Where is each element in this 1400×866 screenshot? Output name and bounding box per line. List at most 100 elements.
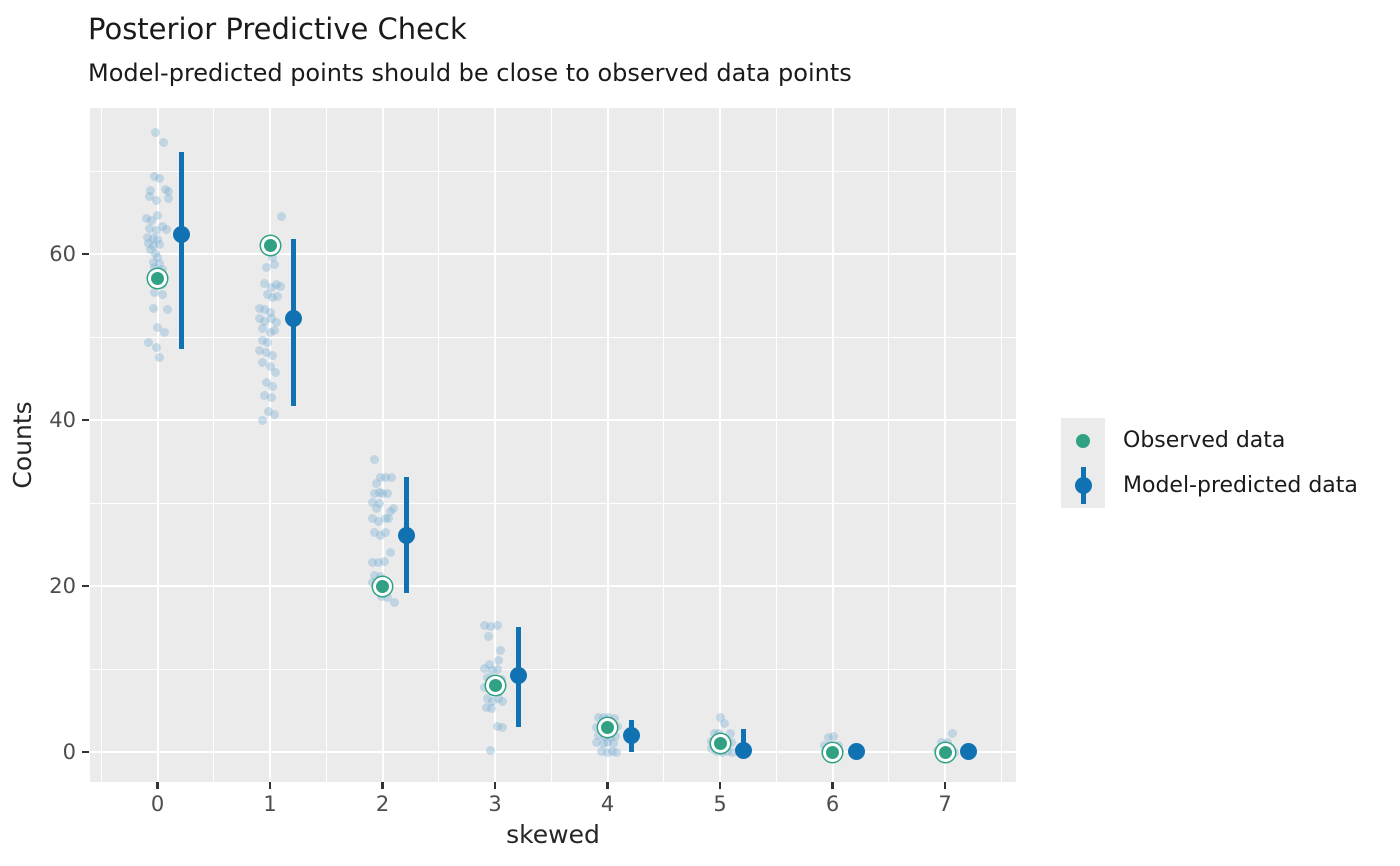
posterior-draw-point xyxy=(372,478,382,488)
posterior-draw-point xyxy=(483,632,493,642)
posterior-draw-point xyxy=(821,746,831,756)
posterior-draw-point xyxy=(150,248,160,258)
predicted-interval-bar xyxy=(178,151,184,349)
y-axis-tick xyxy=(82,252,89,256)
posterior-draw-point xyxy=(725,728,735,738)
posterior-draw-point xyxy=(486,674,496,684)
posterior-draw-point xyxy=(267,382,277,392)
posterior-draw-point xyxy=(481,702,491,712)
posterior-draw-point xyxy=(151,342,161,352)
posterior-draw-point xyxy=(270,409,280,419)
posterior-draw-point xyxy=(495,687,505,697)
posterior-draw-point xyxy=(148,304,158,314)
observed-data-point xyxy=(713,737,727,751)
posterior-draw-point xyxy=(259,278,269,288)
posterior-draw-point xyxy=(153,323,162,333)
x-major-gridline xyxy=(606,108,609,782)
posterior-draw-point xyxy=(262,378,272,388)
posterior-draw-point xyxy=(715,712,725,722)
chart-title: Posterior Predictive Check xyxy=(88,12,467,46)
posterior-draw-point xyxy=(266,393,276,403)
posterior-draw-point xyxy=(155,258,165,268)
posterior-draw-point xyxy=(265,307,275,317)
posterior-draw-point xyxy=(613,721,623,731)
x-tick-label: 1 xyxy=(263,792,277,816)
posterior-draw-point xyxy=(370,528,380,538)
x-minor-gridline xyxy=(100,108,102,782)
x-minor-gridline xyxy=(888,108,890,782)
predicted-data-point xyxy=(622,727,640,745)
x-axis-title: skewed xyxy=(506,820,600,849)
x-minor-gridline xyxy=(663,108,665,782)
legend-label-observed: Observed data xyxy=(1123,428,1286,453)
posterior-draw-point xyxy=(497,674,507,684)
y-tick-label: 20 xyxy=(49,574,76,599)
posterior-draw-point xyxy=(709,728,719,738)
predicted-data-point xyxy=(735,741,753,759)
posterior-draw-point xyxy=(259,305,269,315)
observed-data-point xyxy=(151,272,164,286)
x-tick-label: 6 xyxy=(825,792,840,816)
posterior-draw-point xyxy=(492,665,502,675)
posterior-draw-point xyxy=(829,731,839,741)
x-axis-tick xyxy=(606,782,609,789)
posterior-draw-point xyxy=(141,213,151,223)
y-tick-label: 0 xyxy=(62,740,76,765)
x-minor-gridline xyxy=(1000,108,1002,782)
x-major-gridline xyxy=(831,108,834,782)
posterior-draw-point xyxy=(148,241,158,251)
posterior-draw-point xyxy=(271,368,281,378)
posterior-draw-point xyxy=(153,252,162,262)
plot-panel xyxy=(90,108,1016,782)
x-axis-tick xyxy=(493,782,497,789)
posterior-draw-point xyxy=(726,737,736,747)
posterior-draw-point xyxy=(492,721,502,731)
x-minor-gridline xyxy=(775,108,777,782)
x-tick-label: 5 xyxy=(713,792,727,816)
posterior-draw-point xyxy=(375,530,385,540)
posterior-draw-point xyxy=(144,338,153,348)
x-major-gridline xyxy=(494,108,497,782)
y-axis-tick xyxy=(82,418,89,422)
posterior-draw-point xyxy=(146,245,156,255)
posterior-draw-point xyxy=(714,729,724,739)
posterior-draw-point xyxy=(265,361,275,371)
y-major-gridline xyxy=(90,419,1016,422)
observed-data-point xyxy=(263,239,277,253)
posterior-draw-point xyxy=(833,740,843,750)
posterior-draw-point xyxy=(255,313,265,323)
posterior-draw-point xyxy=(594,712,604,722)
observed-data-point xyxy=(601,720,615,734)
posterior-draw-point xyxy=(383,513,393,523)
posterior-draw-point xyxy=(591,738,601,748)
posterior-draw-point xyxy=(374,498,384,508)
posterior-draw-point xyxy=(145,223,155,233)
posterior-draw-point xyxy=(823,732,833,742)
posterior-draw-point xyxy=(382,489,392,499)
posterior-draw-point xyxy=(142,232,152,242)
posterior-draw-point xyxy=(942,738,952,748)
posterior-draw-point xyxy=(157,264,167,274)
posterior-draw-point xyxy=(370,489,380,499)
posterior-draw-point xyxy=(385,506,395,516)
x-axis-tick xyxy=(943,782,947,789)
posterior-draw-point xyxy=(146,185,156,195)
posterior-draw-point xyxy=(608,739,618,749)
x-minor-gridline xyxy=(550,108,552,782)
posterior-draw-point xyxy=(147,215,157,225)
x-tick-label: 4 xyxy=(600,792,615,816)
predicted-data-point xyxy=(397,526,415,544)
observed-data-point xyxy=(488,679,502,693)
posterior-draw-point xyxy=(480,682,490,692)
posterior-draw-point xyxy=(145,192,155,202)
posterior-draw-point xyxy=(370,570,380,580)
posterior-draw-point xyxy=(597,746,607,756)
y-major-gridline xyxy=(90,253,1016,256)
legend-key-predicted xyxy=(1061,463,1105,508)
posterior-draw-point xyxy=(164,187,174,197)
posterior-draw-point xyxy=(496,646,506,656)
posterior-draw-point xyxy=(259,390,269,400)
posterior-draw-point xyxy=(492,621,502,631)
x-major-gridline xyxy=(381,108,384,782)
